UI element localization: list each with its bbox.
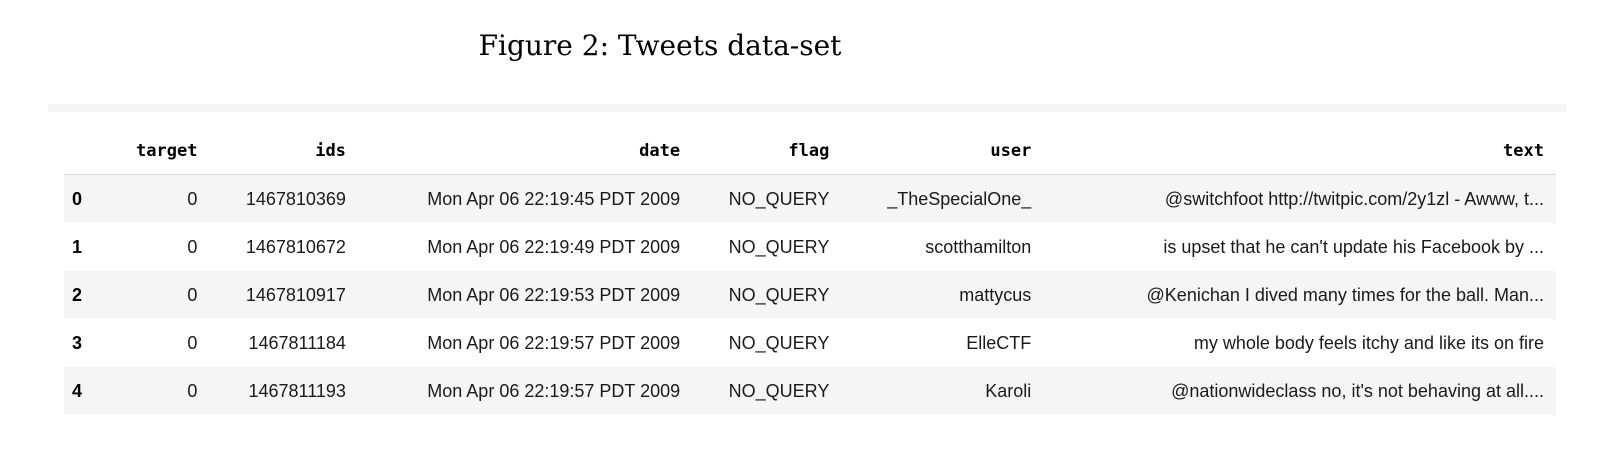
table-header-row: target ids date flag user text [64, 128, 1556, 175]
cell-date: Mon Apr 06 22:19:57 PDT 2009 [427, 332, 681, 353]
cell-text: is upset that he can't update his Facebo… [1163, 236, 1544, 257]
cell-user: _TheSpecialOne_ [887, 188, 1032, 209]
cell-user: scotthamilton [925, 236, 1032, 257]
cell-target: 0 [187, 284, 198, 305]
figure-caption: Figure 2: Tweets data-set [478, 29, 842, 62]
row-index: 2 [72, 284, 83, 305]
cell-ids: 1467810672 [245, 236, 346, 257]
column-header-user: user [829, 128, 1032, 175]
cell-target: 0 [187, 380, 198, 401]
cell-flag: NO_QUERY [728, 284, 830, 305]
cell-date: Mon Apr 06 22:19:49 PDT 2009 [427, 236, 681, 257]
cell-text: @switchfoot http://twitpic.com/2y1zl - A… [1164, 188, 1544, 209]
cell-date: Mon Apr 06 22:19:53 PDT 2009 [427, 284, 681, 305]
cell-target: 0 [187, 236, 198, 257]
dataframe-table: target ids date flag user text 0 0 14678… [64, 128, 1556, 415]
table-row: 0 0 1467810369 Mon Apr 06 22:19:45 PDT 2… [64, 174, 1556, 223]
cell-flag: NO_QUERY [728, 380, 830, 401]
column-header-text: text [1031, 128, 1556, 175]
cell-user: mattycus [959, 284, 1032, 305]
cell-text: my whole body feels itchy and like its o… [1193, 332, 1544, 353]
cell-target: 0 [187, 332, 198, 353]
row-index: 3 [72, 332, 83, 353]
table-row: 2 0 1467810917 Mon Apr 06 22:19:53 PDT 2… [64, 271, 1556, 319]
column-header-flag: flag [680, 128, 830, 175]
cell-date: Mon Apr 06 22:19:45 PDT 2009 [427, 188, 681, 209]
table-row: 3 0 1467811184 Mon Apr 06 22:19:57 PDT 2… [64, 319, 1556, 367]
row-index: 1 [72, 236, 83, 257]
cell-ids: 1467811193 [248, 380, 346, 401]
cell-user: ElleCTF [966, 332, 1032, 353]
index-header [64, 128, 96, 175]
cell-flag: NO_QUERY [728, 188, 830, 209]
row-index: 4 [72, 380, 83, 401]
cell-text: @nationwideclass no, it's not behaving a… [1171, 380, 1544, 401]
column-header-target: target [96, 128, 198, 175]
cell-flag: NO_QUERY [728, 332, 830, 353]
cell-user: Karoli [985, 380, 1032, 401]
cell-ids: 1467810369 [245, 188, 346, 209]
output-area-bar [48, 104, 1566, 112]
cell-target: 0 [187, 188, 198, 209]
table-row: 1 0 1467810672 Mon Apr 06 22:19:49 PDT 2… [64, 223, 1556, 271]
column-header-ids: ids [197, 128, 346, 175]
cell-flag: NO_QUERY [728, 236, 830, 257]
cell-ids: 1467811184 [248, 332, 346, 353]
column-header-date: date [345, 128, 681, 175]
table-row: 4 0 1467811193 Mon Apr 06 22:19:57 PDT 2… [64, 367, 1556, 415]
row-index: 0 [72, 188, 83, 209]
cell-ids: 1467810917 [245, 284, 346, 305]
cell-date: Mon Apr 06 22:19:57 PDT 2009 [427, 380, 681, 401]
cell-text: @Kenichan I dived many times for the bal… [1146, 284, 1544, 305]
